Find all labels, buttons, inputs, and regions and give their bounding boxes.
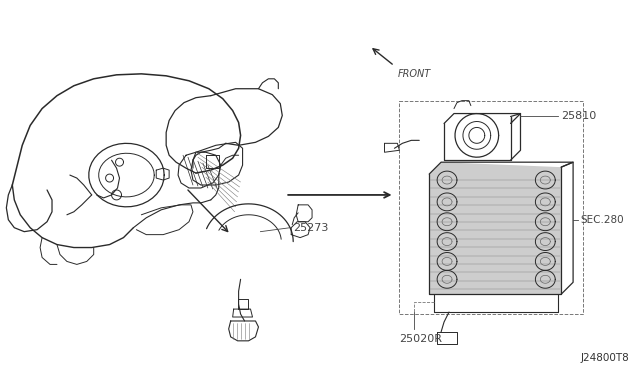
- Polygon shape: [429, 162, 561, 294]
- Text: 25273: 25273: [293, 223, 328, 233]
- Text: SEC.280: SEC.280: [580, 215, 623, 225]
- Text: J24800T8: J24800T8: [581, 353, 630, 363]
- Text: FRONT: FRONT: [397, 69, 431, 79]
- Text: 25810: 25810: [561, 110, 596, 121]
- Text: 25020R: 25020R: [399, 334, 442, 344]
